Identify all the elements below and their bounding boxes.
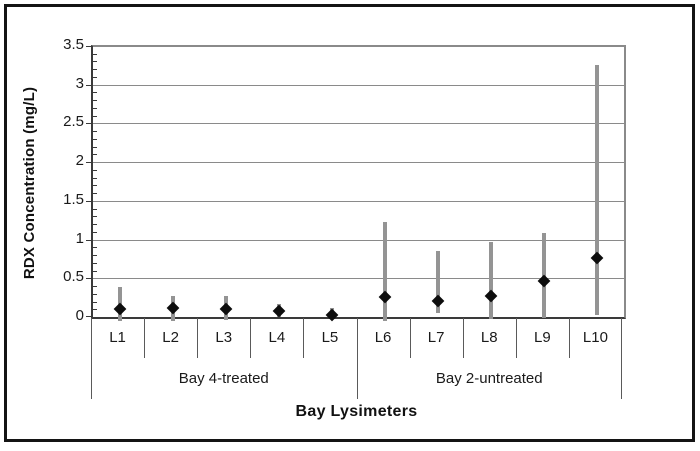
x-category-label-L7: L7 <box>427 329 445 346</box>
y-minor-tick <box>93 169 97 171</box>
y-major-tick <box>86 200 93 202</box>
y-gridline <box>93 162 624 164</box>
y-major-tick <box>86 162 93 164</box>
y-minor-tick <box>93 262 97 264</box>
y-tick-label: 1.5 <box>63 190 84 208</box>
y-minor-tick <box>93 138 97 140</box>
category-axis-row: L1 L2 L3 L4 L5 L6 L7 L8 L9 L10 <box>91 318 622 358</box>
y-minor-tick <box>93 115 97 117</box>
y-tick-label: 3 <box>75 74 84 92</box>
y-minor-tick <box>93 100 97 102</box>
category-separator <box>250 318 252 358</box>
x-category-label-L10: L10 <box>582 329 608 346</box>
y-minor-tick <box>93 286 97 288</box>
error-bar-L6 <box>383 221 388 321</box>
y-minor-tick <box>93 69 97 71</box>
y-gridline <box>93 278 624 280</box>
category-separator <box>303 318 305 358</box>
y-tick-label: 0.5 <box>63 268 84 286</box>
y-gridline <box>93 200 624 202</box>
data-series-layer <box>93 46 624 322</box>
y-minor-tick <box>93 247 97 249</box>
y-tick-label: 3.5 <box>63 36 84 53</box>
y-major-tick <box>86 84 93 86</box>
y-tick-label: 1 <box>75 229 84 247</box>
y-minor-tick <box>93 131 97 133</box>
x-category-label-L9: L9 <box>534 329 551 346</box>
x-category-label-L4: L4 <box>268 329 286 346</box>
y-minor-tick <box>93 185 97 187</box>
y-major-tick <box>86 123 93 125</box>
group-separator <box>621 318 622 399</box>
y-minor-tick <box>93 146 97 148</box>
x-category-label-L1: L1 <box>109 329 126 346</box>
y-major-tick <box>86 278 93 280</box>
group-label-bay4-treated: Bay 4-treated <box>178 370 269 387</box>
y-minor-tick <box>93 301 97 303</box>
error-bar-L10 <box>595 64 600 316</box>
y-minor-tick <box>93 154 97 156</box>
y-tick-label: 2 <box>75 152 84 170</box>
error-bar-L8 <box>489 241 494 320</box>
gridline-layer <box>93 46 624 317</box>
x-category-label-L5: L5 <box>321 329 339 346</box>
category-separator <box>197 318 199 358</box>
data-point-L4 <box>272 304 286 318</box>
y-minor-tick <box>93 309 97 311</box>
y-minor-tick <box>93 216 97 218</box>
y-gridline <box>93 84 624 86</box>
y-minor-tick <box>93 61 97 63</box>
category-group-row: Bay 4-treated Bay 2-untreated <box>91 318 622 399</box>
group-separator <box>91 318 92 399</box>
x-category-label-L3: L3 <box>215 329 233 346</box>
y-minor-tick <box>93 76 97 78</box>
y-tick-label: 0 <box>75 307 84 324</box>
y-minor-tick <box>93 293 97 295</box>
y-axis-title: RDX Concentration (mg/L) <box>21 86 38 280</box>
y-gridline <box>93 46 624 47</box>
y-gridline <box>93 239 624 241</box>
y-minor-tick <box>93 193 97 195</box>
category-separator <box>144 318 146 358</box>
category-separator <box>515 318 517 358</box>
y-minor-tick <box>93 92 97 94</box>
y-major-tick <box>86 316 93 317</box>
data-point-L7 <box>431 294 445 308</box>
plot-area <box>86 45 626 322</box>
error-bar-L7 <box>436 251 441 314</box>
data-point-L2 <box>166 302 180 315</box>
y-minor-tick <box>93 53 97 55</box>
category-separator <box>568 318 570 358</box>
y-minor-tick <box>93 231 97 233</box>
y-minor-tick <box>93 177 97 179</box>
y-minor-tick <box>93 270 97 272</box>
y-major-tick <box>86 239 93 241</box>
data-point-L9 <box>537 274 551 287</box>
data-point-L8 <box>484 289 498 303</box>
y-minor-tick <box>93 255 97 257</box>
x-category-label-L8: L8 <box>480 329 498 346</box>
x-axis-title: Bay Lysimeters <box>295 403 418 420</box>
x-category-label-L2: L2 <box>162 329 179 346</box>
group-separator <box>356 318 358 399</box>
axis-tick-layer <box>86 46 624 317</box>
y-minor-tick <box>93 107 97 109</box>
y-minor-tick <box>93 224 97 226</box>
x-category-label-L6: L6 <box>374 329 392 346</box>
y-major-tick <box>86 46 93 47</box>
data-point-L1 <box>113 302 126 316</box>
category-separator <box>462 318 464 358</box>
data-point-L10 <box>591 251 604 265</box>
data-point-L6 <box>378 290 392 304</box>
category-separator <box>409 318 411 358</box>
y-minor-tick <box>93 208 97 210</box>
y-tick-label: 2.5 <box>63 113 84 131</box>
data-point-L3 <box>219 302 233 316</box>
group-label-bay2-untreated: Bay 2-untreated <box>435 370 543 387</box>
y-gridline <box>93 123 624 125</box>
